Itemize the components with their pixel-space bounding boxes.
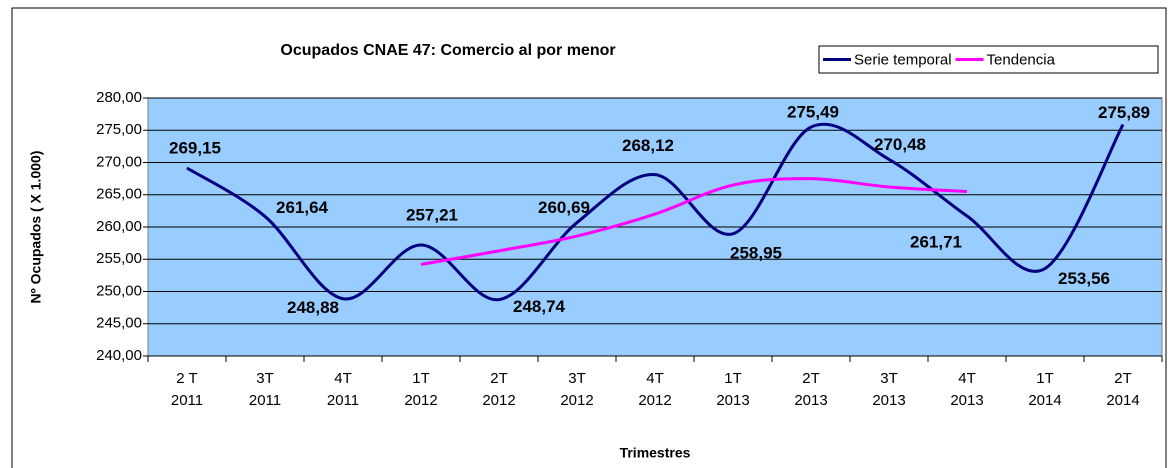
legend-label: Serie temporal — [854, 51, 952, 68]
y-tick-label: 255,00 — [96, 250, 142, 267]
data-label: 260,69 — [538, 198, 590, 217]
chart-title: Ocupados CNAE 47: Comercio al por menor — [280, 42, 615, 59]
y-tick-label: 240,00 — [96, 347, 142, 364]
x-tick-label: 1T 2012 — [404, 370, 438, 409]
x-tick-label: 3T 2012 — [560, 370, 594, 409]
x-tick-label: 3T 2013 — [872, 370, 906, 409]
legend-box — [818, 45, 1159, 74]
x-tick-label: 1T 2013 — [716, 370, 750, 409]
data-label: 261,71 — [910, 232, 962, 251]
x-tick-label: 4T 2013 — [950, 370, 984, 409]
series-line — [420, 177, 968, 266]
y-tick-label: 280,00 — [96, 89, 142, 106]
data-label: 275,89 — [1098, 103, 1150, 122]
data-label: 248,74 — [513, 297, 566, 316]
x-tick-label: 4T 2011 — [326, 370, 360, 409]
data-label: 257,21 — [406, 205, 458, 224]
x-tick-label: 2T 2012 — [482, 370, 516, 409]
data-label: 261,64 — [276, 198, 329, 217]
series-line — [186, 122, 1125, 302]
y-tick-label: 245,00 — [96, 315, 142, 332]
y-axis-label: Nº Ocupados ( X 1.000) — [28, 151, 44, 304]
y-tick-label: 275,00 — [96, 121, 142, 138]
data-label: 269,15 — [169, 138, 221, 157]
x-tick-label: 4T 2012 — [638, 370, 672, 409]
x-tick-label: 1T 2014 — [1028, 370, 1062, 409]
x-tick-label: 3T 2011 — [248, 370, 282, 409]
x-tick-label: 2T 2014 — [1106, 370, 1140, 409]
legend-label: Tendencia — [987, 51, 1056, 68]
y-tick-label: 250,00 — [96, 282, 142, 299]
data-label: 268,12 — [622, 136, 674, 155]
y-tick-label: 265,00 — [96, 186, 142, 203]
y-tick-label: 270,00 — [96, 153, 142, 170]
x-axis-label: Trimestres — [620, 445, 691, 461]
data-label: 248,88 — [287, 298, 339, 317]
x-tick-label: 2T 2013 — [794, 370, 828, 409]
data-label: 270,48 — [874, 135, 926, 154]
data-label: 275,49 — [787, 103, 839, 122]
x-tick-label: 2 T 2011 — [170, 370, 204, 409]
data-label: 258,95 — [730, 243, 782, 262]
data-label: 253,56 — [1058, 269, 1110, 288]
y-tick-label: 260,00 — [96, 218, 142, 235]
